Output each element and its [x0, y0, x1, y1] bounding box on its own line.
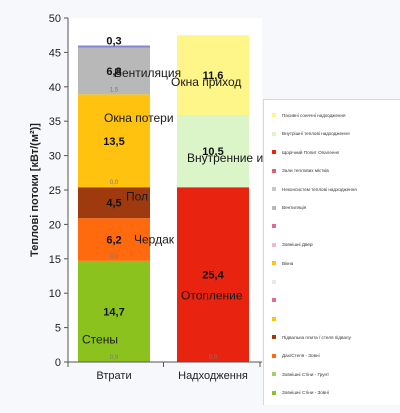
y-tick-label: 20 [49, 219, 61, 231]
data-label: 25,4 [202, 270, 224, 282]
segment-annotation: Отопление [181, 289, 243, 303]
legend-label: Вікна [282, 260, 294, 266]
legend-entry: Вентиляція [272, 203, 398, 213]
bar-segment [177, 35, 249, 116]
legend-swatch [272, 298, 276, 302]
legend-entry: Підвальна плита / стеля підвалу [272, 332, 398, 342]
data-label: 6,8 [106, 66, 121, 78]
segment-annotation: Окна потери [104, 111, 174, 125]
bar-segment [177, 115, 249, 188]
bar-segment [177, 187, 249, 362]
legend-swatch [272, 372, 276, 376]
legend-label: Підвальна плита / стеля підвалу [282, 334, 351, 340]
legend-entry: Зовнішні Стіни - Зовні [272, 388, 398, 398]
small-value-label: 0,0 [110, 180, 119, 186]
legend-entry: Неконсистем теплові надходження [272, 184, 398, 194]
y-tick-label: 5 [55, 323, 61, 335]
legend-label: Щорічний Попит Опалення [282, 149, 340, 155]
y-tick-label: 25 [49, 185, 61, 197]
legend-entry [272, 295, 398, 305]
data-label: 10,5 [202, 146, 223, 158]
y-tick-label: 30 [49, 151, 61, 163]
legend-swatch [272, 150, 276, 154]
small-value-label: 0,0 [209, 355, 218, 361]
x-category-label: Втрати [96, 370, 131, 382]
legend-swatch [272, 205, 276, 210]
data-label: 13,5 [103, 136, 124, 148]
legend-entry: Зовнішні Двері [272, 240, 398, 250]
data-label: 6,2 [106, 235, 121, 247]
legend-label: Зали теплових містків [282, 168, 329, 173]
segment-annotation: Вентиляция [114, 66, 181, 80]
legend-entry [272, 314, 398, 324]
legend-label: Внутрішні теплові надходження [282, 131, 350, 136]
chart-legend: Пасивні сонячні надходження Внутрішні теп… [263, 99, 400, 405]
legend-swatch [272, 224, 276, 228]
legend-entry: Пасивні сонячні надходження [272, 110, 398, 120]
y-tick-label: 0 [55, 357, 61, 369]
bar-segment [78, 260, 150, 362]
y-axis-title: Теплові потоки [кВт/(м²)] [29, 123, 41, 257]
segment-annotation: Стены [82, 332, 118, 346]
legend-label: Пасивні сонячні надходження [282, 112, 346, 118]
legend-swatch [272, 353, 276, 358]
legend-label: Зовнішні Двері [282, 242, 314, 247]
small-value-label: 1,5 [110, 87, 119, 93]
bar-segment [78, 187, 150, 219]
legend-entry: Щорічний Попит Опалення [272, 147, 398, 157]
legend-swatch [272, 168, 276, 173]
legend-label: Неконсистем теплові надходження [282, 186, 357, 192]
y-tick-label: 45 [49, 47, 61, 59]
legend-entry: Зовнішні Стіни - Грунт [272, 369, 398, 379]
legend-swatch [272, 113, 276, 117]
legend-label: Зовнішні Стіни - Грунт [282, 371, 330, 377]
bar-segment [78, 218, 150, 261]
x-category-label: Надходження [178, 370, 248, 382]
bar-segment [78, 47, 150, 95]
data-label: 0,3 [106, 36, 121, 48]
legend-swatch [272, 390, 276, 395]
segment-annotation: Чердак [134, 233, 175, 247]
segment-annotation: Окна приход [171, 75, 241, 89]
bar-segment [78, 45, 150, 48]
legend-entry [272, 221, 398, 231]
legend-entry: Вікна [272, 258, 398, 268]
legend-entry: Зали теплових містків [272, 166, 398, 176]
y-tick-label: 40 [49, 82, 61, 94]
y-tick-label: 10 [49, 288, 61, 300]
data-label: 11,6 [203, 70, 224, 82]
legend-label: Дах/Стеля - Зовні [282, 353, 320, 358]
y-tick-label: 35 [49, 116, 61, 128]
legend-swatch [272, 316, 276, 321]
y-tick-label: 15 [49, 254, 61, 266]
legend-swatch [272, 242, 276, 247]
small-value-label: 0,0 [110, 254, 119, 260]
data-label: 14,7 [103, 306, 124, 318]
small-value-label: 0,9 [110, 355, 119, 361]
legend-label: Вентиляція [282, 205, 307, 210]
segment-annotation: Пол [126, 190, 148, 204]
legend-label: Зовнішні Стіни - Зовні [282, 390, 329, 395]
legend-swatch [272, 261, 276, 265]
bar-segment [78, 94, 150, 188]
legend-swatch [272, 279, 276, 284]
legend-entry: Дах/Стеля - Зовні [272, 351, 398, 361]
data-label: 4,5 [106, 198, 121, 210]
legend-entry [272, 277, 398, 287]
legend-swatch [272, 335, 276, 339]
legend-swatch [272, 131, 276, 136]
legend-swatch [272, 187, 276, 191]
legend-entry: Внутрішні теплові надходження [272, 129, 398, 139]
y-tick-label: 50 [49, 13, 61, 25]
